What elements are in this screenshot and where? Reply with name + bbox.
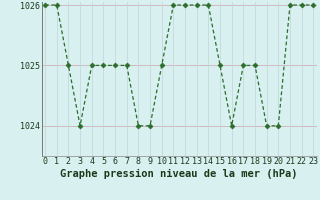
X-axis label: Graphe pression niveau de la mer (hPa): Graphe pression niveau de la mer (hPa) <box>60 169 298 179</box>
